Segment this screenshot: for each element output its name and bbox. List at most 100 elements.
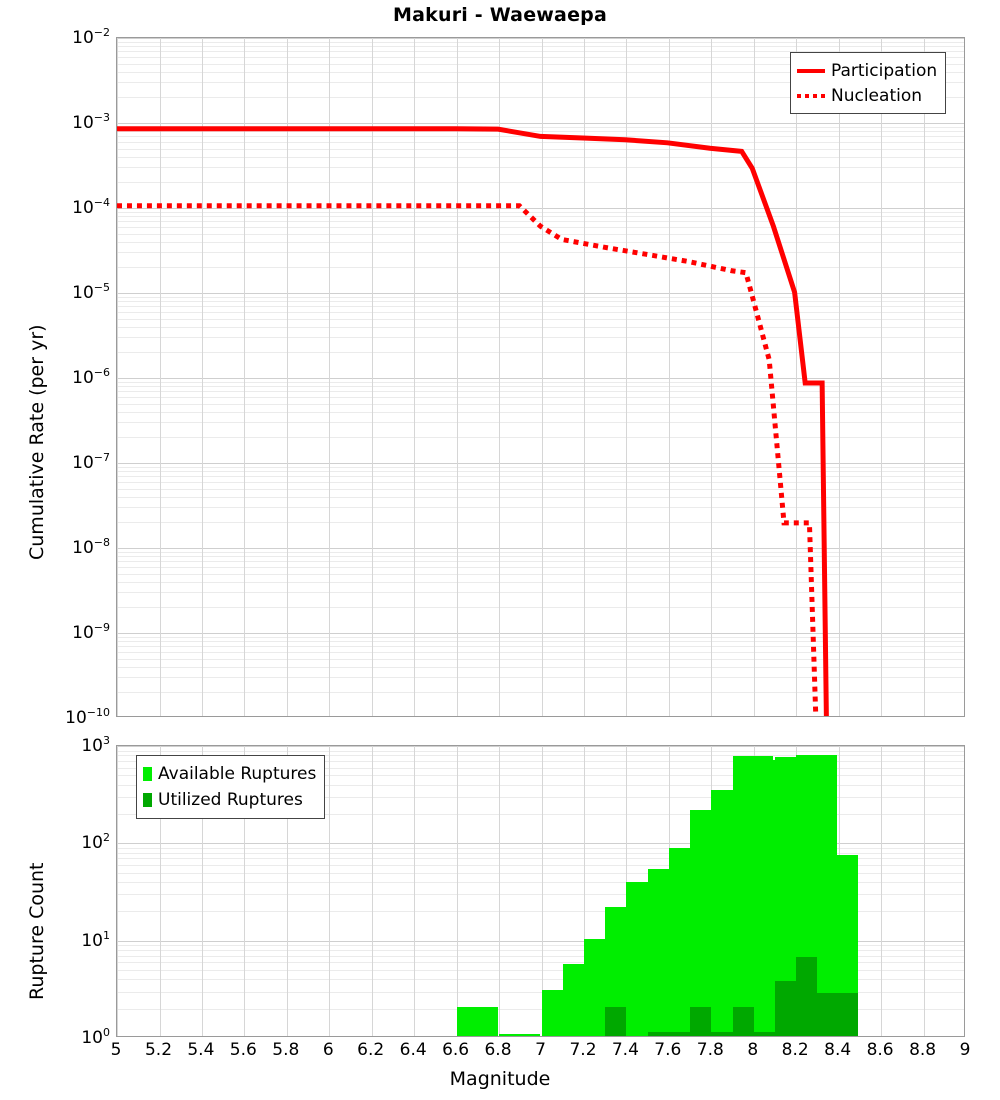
gridline-minor — [117, 97, 964, 99]
legend-item-participation[interactable]: Participation — [797, 58, 937, 83]
x-tick-label: 7.2 — [569, 1040, 597, 1060]
x-tick-label: 6.6 — [442, 1040, 470, 1060]
gridline-minor — [117, 767, 964, 769]
gridline-minor — [117, 784, 964, 786]
legend-label-nucleation: Nucleation — [831, 85, 923, 106]
gridline-vertical — [881, 38, 883, 716]
gridline-minor — [117, 306, 964, 308]
gridline-minor — [117, 607, 964, 609]
gridline-vertical — [371, 38, 373, 716]
y-tick-label: 10−2 — [72, 26, 110, 48]
gridline-major — [117, 463, 964, 464]
gridline-minor — [117, 847, 964, 849]
gridline-minor — [117, 156, 964, 158]
gridline-major — [117, 123, 964, 124]
available-swatch-icon — [143, 767, 152, 781]
x-axis-title: Magnitude — [449, 1068, 551, 1090]
x-tick-label: 6 — [322, 1040, 334, 1060]
utilized-swatch-icon — [143, 793, 152, 807]
x-tick-label: 6.8 — [484, 1040, 512, 1060]
gridline-vertical — [584, 746, 585, 1036]
gridline-minor — [117, 522, 964, 524]
legend-item-nucleation[interactable]: Nucleation — [797, 83, 937, 108]
x-tick-label: 5.8 — [272, 1040, 300, 1060]
x-tick-label: 5.2 — [144, 1040, 173, 1060]
gridline-minor — [117, 573, 964, 575]
gridline-vertical — [541, 38, 543, 716]
bar-available — [499, 1034, 540, 1036]
y-tick-label: 10−4 — [72, 196, 110, 218]
gridline-minor — [117, 41, 964, 43]
gridline-vertical — [117, 38, 118, 716]
bottom-gridlines — [117, 746, 964, 1036]
gridline-minor — [117, 167, 964, 169]
gridline-minor — [117, 391, 964, 393]
x-tick-label: 5.6 — [229, 1040, 257, 1060]
gridline-vertical — [201, 746, 203, 1036]
gridline-minor — [117, 221, 964, 223]
gridline-vertical — [201, 38, 203, 716]
gridline-minor — [117, 677, 964, 679]
y-tick-label: 10−5 — [72, 281, 110, 303]
gridline-minor — [117, 51, 964, 53]
gridline-minor — [117, 216, 964, 218]
gridline-vertical — [414, 746, 416, 1036]
gridline-minor — [117, 488, 964, 490]
bar-utilized — [647, 1032, 689, 1036]
gridline-minor — [117, 658, 964, 660]
gridline-minor — [117, 422, 964, 424]
gridline-minor — [117, 646, 964, 648]
x-tick-label: 5 — [110, 1040, 122, 1060]
gridline-minor — [117, 945, 964, 947]
gridline-vertical — [286, 38, 288, 716]
gridline-vertical — [711, 38, 713, 716]
gridline-minor — [117, 326, 964, 328]
legend-item-available[interactable]: Available Ruptures — [143, 761, 316, 787]
gridline-vertical — [286, 746, 288, 1036]
gridline-minor — [117, 476, 964, 478]
gridline-minor — [117, 858, 964, 860]
gridline-vertical — [499, 746, 500, 1036]
legend-label-participation: Participation — [831, 60, 938, 81]
gridline-minor — [117, 755, 964, 757]
top-y-axis-title: Cumulative Rate (per yr) — [26, 324, 48, 560]
y-tick-label: 10−6 — [72, 366, 110, 388]
gridline-vertical — [117, 746, 118, 1036]
gridline-minor — [117, 296, 964, 298]
x-tick-label: 6.2 — [357, 1040, 385, 1060]
gridline-minor — [117, 496, 964, 498]
gridline-major — [117, 293, 964, 294]
gridline-vertical — [541, 746, 543, 1036]
gridline-minor — [117, 592, 964, 594]
legend-label-utilized: Utilized Ruptures — [158, 790, 303, 810]
curve-participation — [117, 126, 829, 716]
bar-utilized — [817, 992, 859, 1036]
bottom-y-axis-title: Rupture Count — [26, 862, 48, 1001]
y-tick-label: 101 — [81, 928, 110, 951]
gridline-vertical — [584, 38, 585, 716]
gridline-minor — [117, 566, 964, 568]
gridline-minor — [117, 581, 964, 583]
bar-available — [456, 1006, 498, 1036]
gridline-minor — [117, 337, 964, 339]
gridline-minor — [117, 381, 964, 383]
gridline-minor — [117, 651, 964, 653]
histogram-legend: Available Ruptures Utilized Ruptures — [136, 755, 326, 819]
x-tick-label: 8.6 — [866, 1040, 894, 1060]
x-tick-label: 7 — [535, 1040, 546, 1060]
gridline-minor — [117, 148, 964, 150]
gridline-vertical — [244, 38, 246, 716]
x-tick-label: 5.4 — [187, 1040, 215, 1060]
gridline-minor — [117, 979, 964, 981]
gridline-vertical — [159, 746, 161, 1036]
legend-item-utilized[interactable]: Utilized Ruptures — [143, 787, 316, 813]
bar-utilized — [668, 1032, 710, 1036]
gridline-minor — [117, 775, 964, 777]
gridline-minor — [117, 1008, 964, 1010]
bar-utilized — [753, 1032, 795, 1036]
gridline-minor — [117, 950, 964, 952]
gridline-minor — [117, 437, 964, 439]
curve-legend: Participation Nucleation — [790, 52, 947, 114]
y-tick-label: 100 — [81, 1026, 110, 1048]
